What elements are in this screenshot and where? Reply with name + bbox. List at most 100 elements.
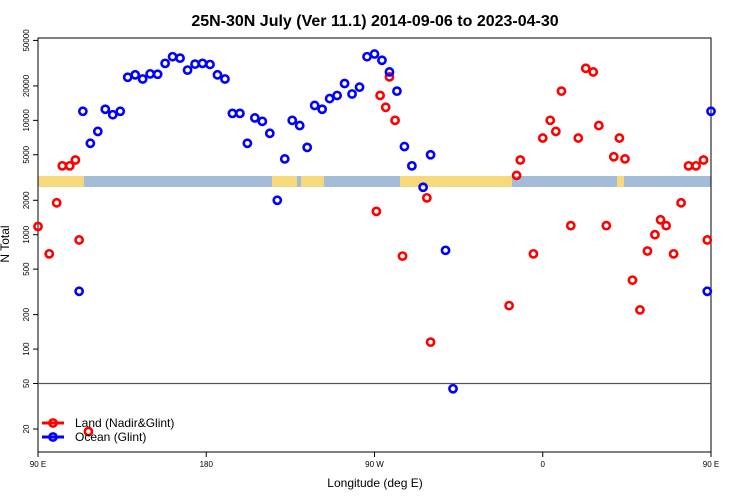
x-tick-label-4: 90 E: [703, 460, 719, 469]
land-point-2: [51, 197, 62, 208]
legend-land-marker: [48, 418, 58, 428]
y-tick-label-7: 5000: [22, 145, 31, 163]
ocean-point-26: [264, 128, 275, 139]
land-point-11: [384, 71, 395, 82]
land-point-42: [691, 160, 701, 171]
ocean-point-36: [339, 78, 350, 89]
land-point-16: [504, 300, 514, 311]
ocean-point-29: [287, 115, 298, 126]
x-tick-label-1: 180: [200, 460, 214, 469]
chart-title: 25N-30N July (Ver 11.1) 2014-09-06 to 20…: [191, 13, 558, 30]
ocean-point-8: [130, 69, 141, 80]
ocean-point-7: [122, 72, 133, 83]
land-point-39: [668, 248, 679, 259]
ocean-point-20: [220, 74, 230, 84]
land-point-20: [537, 133, 548, 143]
land-segment-0: [38, 176, 84, 187]
y-axis: 20 50 100 200 500 1000 2000 5000 10000 20000 50000: [22, 29, 38, 433]
land-point-12: [390, 115, 400, 126]
land-point-29: [601, 220, 612, 231]
ocean-point-2: [85, 138, 96, 149]
legend-ocean-label: Ocean (Glint): [75, 430, 146, 444]
y-tick-label-5: 1000: [22, 225, 31, 243]
land-point-5: [70, 155, 81, 165]
ocean-point-16: [190, 59, 200, 70]
ocean-point-49: [448, 383, 458, 394]
land-segment-4: [617, 176, 624, 187]
land-point-7: [83, 426, 94, 437]
ocean-point-48: [440, 245, 451, 256]
ocean-point-13: [167, 51, 178, 62]
ocean-point-17: [197, 58, 208, 69]
y-tick-label-1: 50: [22, 379, 31, 388]
land-segment-1: [272, 176, 297, 187]
land-point-3: [57, 160, 68, 171]
land-point-1: [44, 248, 55, 259]
land-point-37: [655, 214, 666, 225]
land-point-23: [556, 86, 567, 97]
ocean-point-15: [182, 65, 193, 75]
land-point-19: [528, 248, 539, 259]
ocean-point-46: [418, 182, 429, 193]
ocean-point-43: [392, 86, 402, 97]
plot-frame: [37, 37, 712, 453]
land-point-6: [74, 235, 85, 245]
x-tick-label-2: 90 W: [365, 460, 384, 469]
land-point-28: [593, 120, 604, 131]
land-point-36: [650, 229, 660, 240]
ocean-point-38: [354, 82, 365, 93]
y-tick-label-3: 200: [22, 307, 31, 321]
ocean-point-35: [332, 90, 343, 101]
x-axis: 90 E 180 90 W 0 90 E: [30, 452, 719, 469]
land-point-8: [371, 206, 382, 217]
ocean-point-24: [249, 113, 260, 123]
ocean-point-47: [425, 149, 436, 160]
land-point-24: [565, 220, 576, 231]
ocean-point-33: [317, 104, 328, 115]
land-point-15: [425, 337, 436, 348]
ocean-point-5: [107, 109, 118, 120]
land-point-27: [588, 67, 599, 77]
land-point-18: [515, 155, 526, 165]
ocean-point-3: [92, 126, 103, 137]
ocean-point-14: [175, 53, 185, 64]
land-point-22: [550, 126, 561, 137]
ocean-point-44: [399, 141, 410, 152]
legend: Land (Nadir&Glint) Ocean (Glint): [42, 416, 174, 444]
land-point-33: [627, 275, 638, 286]
legend-land-label: Land (Nadir&Glint): [75, 416, 174, 430]
land-point-9: [375, 90, 386, 101]
ocean-point-31: [302, 142, 313, 153]
ocean-point-10: [145, 68, 156, 79]
y-tick-label-4: 500: [22, 262, 31, 276]
ocean-point-12: [160, 58, 171, 69]
x-tick-label-3: 0: [541, 460, 546, 469]
land-point-17: [511, 170, 522, 181]
ocean-point-34: [324, 93, 335, 104]
ocean-point-4: [100, 104, 111, 115]
ocean-point-1: [77, 106, 88, 117]
land-point-43: [698, 155, 709, 165]
land-point-44: [702, 235, 713, 245]
land-point-35: [642, 246, 653, 256]
data-points: [33, 49, 716, 437]
land-point-21: [545, 115, 556, 126]
land-point-40: [676, 197, 686, 208]
ocean-point-40: [369, 49, 380, 59]
ocean-point-23: [242, 138, 253, 149]
ocean-point-30: [294, 120, 305, 131]
y-tick-label-0: 20: [22, 424, 31, 433]
y-tick-label-9: 20000: [22, 74, 31, 97]
land-point-14: [421, 192, 432, 203]
ocean-point-50: [702, 286, 713, 297]
ocean-point-9: [137, 74, 148, 84]
ocean-point-45: [406, 160, 417, 171]
land-point-26: [580, 63, 591, 74]
ocean-point-37: [347, 89, 357, 99]
y-tick-label-10: 50000: [22, 29, 31, 52]
ocean-point-32: [309, 100, 320, 111]
ocean-point-27: [272, 195, 283, 206]
land-point-41: [683, 160, 694, 171]
ocean-point-6: [115, 106, 126, 117]
